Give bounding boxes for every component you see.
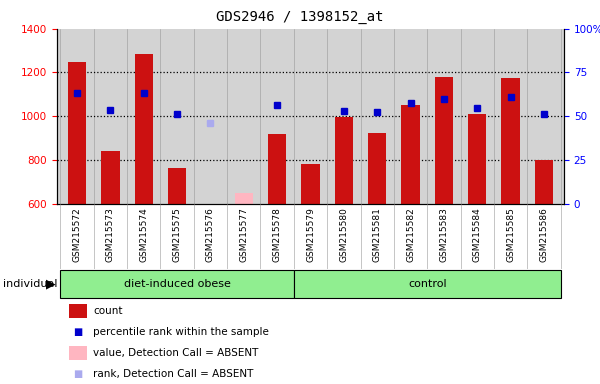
Text: individual: individual <box>3 279 58 289</box>
Text: GSM215575: GSM215575 <box>173 207 182 262</box>
Bar <box>535 160 553 204</box>
Text: GSM215586: GSM215586 <box>539 207 548 262</box>
Text: percentile rank within the sample: percentile rank within the sample <box>93 327 269 337</box>
Text: value, Detection Call = ABSENT: value, Detection Call = ABSENT <box>93 348 259 358</box>
Text: GSM215579: GSM215579 <box>306 207 315 262</box>
Text: GSM215583: GSM215583 <box>439 207 448 262</box>
Bar <box>235 193 253 204</box>
Text: ■: ■ <box>73 327 83 337</box>
Text: diet-induced obese: diet-induced obese <box>124 279 230 289</box>
Text: GSM215576: GSM215576 <box>206 207 215 262</box>
Bar <box>301 164 320 204</box>
Bar <box>61 270 294 298</box>
Text: count: count <box>93 306 122 316</box>
Text: GSM215578: GSM215578 <box>272 207 281 262</box>
Text: GSM215584: GSM215584 <box>473 207 482 262</box>
Text: GSM215582: GSM215582 <box>406 207 415 262</box>
Text: GSM215580: GSM215580 <box>340 207 349 262</box>
Text: GSM215572: GSM215572 <box>73 207 82 262</box>
Bar <box>435 77 453 204</box>
Bar <box>294 270 560 298</box>
Text: GSM215573: GSM215573 <box>106 207 115 262</box>
Bar <box>468 114 487 204</box>
Bar <box>335 117 353 204</box>
Text: GDS2946 / 1398152_at: GDS2946 / 1398152_at <box>216 10 384 23</box>
Bar <box>68 62 86 204</box>
Bar <box>368 132 386 204</box>
Bar <box>101 151 119 204</box>
Text: GSM215577: GSM215577 <box>239 207 248 262</box>
Bar <box>401 105 420 204</box>
Bar <box>268 134 286 204</box>
Text: control: control <box>408 279 446 289</box>
Text: GSM215581: GSM215581 <box>373 207 382 262</box>
Text: ▶: ▶ <box>46 278 55 291</box>
Bar <box>134 54 153 204</box>
Text: rank, Detection Call = ABSENT: rank, Detection Call = ABSENT <box>93 369 253 379</box>
Bar <box>502 78 520 204</box>
Text: GSM215574: GSM215574 <box>139 207 148 262</box>
Text: GSM215585: GSM215585 <box>506 207 515 262</box>
Text: ■: ■ <box>73 369 83 379</box>
Bar <box>168 168 186 204</box>
